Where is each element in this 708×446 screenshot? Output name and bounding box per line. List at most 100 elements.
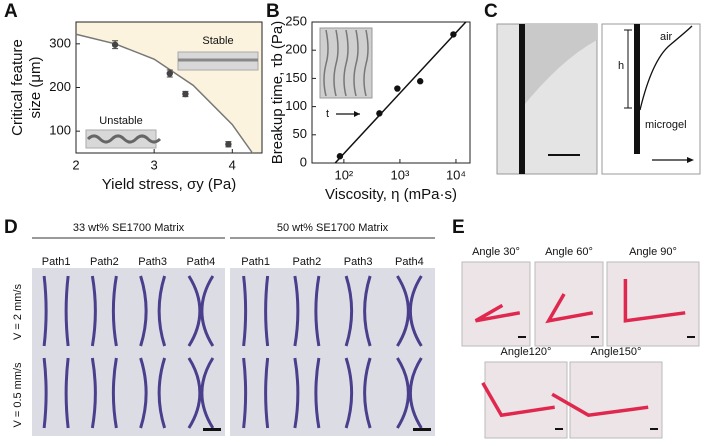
schematic-text: microgel: [645, 119, 687, 131]
printed-filament: [242, 275, 270, 347]
y-tick-label: 200: [49, 79, 71, 94]
path-label: Path4: [395, 256, 424, 268]
path-label: Path2: [90, 256, 119, 268]
panel-label: D: [4, 217, 18, 238]
printed-filament: [293, 275, 321, 347]
printed-filament: [551, 392, 649, 418]
data-point: [336, 153, 344, 160]
data-point: [376, 110, 383, 117]
scale-bar: [591, 336, 599, 338]
y-tick-label: 150: [285, 70, 307, 85]
x-tick-label: 10³: [391, 167, 410, 182]
time-arrowhead: [354, 111, 360, 117]
x-axis-label: Yield stress, σy (Pa): [102, 176, 237, 193]
path-label: Path4: [187, 256, 216, 268]
data-point: [416, 78, 424, 85]
inset-strand: [323, 29, 329, 97]
data-point: [225, 141, 232, 148]
scale-bar: [518, 336, 526, 338]
data-point: [450, 31, 457, 38]
fit-curve: [75, 33, 253, 153]
printed-filament: [545, 293, 594, 324]
panel-label: E: [452, 217, 465, 238]
inset-strand: [353, 29, 359, 97]
photo-d: [32, 268, 225, 436]
path-label: Path3: [138, 256, 167, 268]
y-tick-label: 100: [49, 123, 71, 138]
angle-label: Angle 60°: [545, 246, 593, 258]
data-point: [394, 85, 401, 92]
printed-filament: [396, 357, 423, 429]
inset-strand: [363, 29, 369, 97]
annotation: Unstable: [99, 115, 142, 127]
scale-bar: [687, 336, 695, 338]
y-tick-label: 200: [285, 42, 307, 57]
interface: [639, 25, 693, 111]
printed-filament: [187, 357, 215, 429]
y-axis-label: size (μm): [27, 57, 44, 119]
row-label: V = 0.5 mm/s: [12, 362, 24, 428]
printed-filament: [90, 357, 118, 429]
y-tick-label: 300: [49, 35, 71, 50]
photo-e: [569, 361, 663, 439]
x-tick-label: 3: [151, 157, 158, 172]
printed-filament: [481, 382, 555, 418]
printed-filament: [396, 275, 423, 347]
data-point: [111, 41, 119, 48]
needle: [519, 24, 525, 174]
angle-label: Angle 90°: [629, 246, 677, 258]
panel-label: A: [4, 1, 18, 22]
inset-unstable-beads: [86, 134, 162, 144]
printed-filament: [242, 357, 270, 429]
printed-filament: [474, 303, 521, 323]
group-title: 50 wt% SE1700 Matrix: [277, 222, 389, 234]
fit-curve: [334, 21, 467, 164]
panel-label: B: [266, 1, 280, 22]
y-axis-label: Breakup time, τb (Pa): [269, 21, 286, 164]
path-label: Path2: [293, 256, 322, 268]
y-tick-label: 250: [285, 13, 307, 28]
scale-bar: [203, 428, 221, 431]
plot-frame: [311, 21, 471, 164]
schematic-text: h: [618, 60, 624, 72]
annotation: t: [326, 108, 329, 120]
motion-arrowhead: [687, 157, 694, 163]
x-tick-label: 10⁴: [446, 167, 466, 182]
y-tick-label: 100: [285, 98, 307, 113]
scale-bar: [413, 428, 431, 431]
h-marker: [624, 29, 632, 109]
data-point: [166, 70, 173, 77]
photo-d: [230, 268, 435, 436]
photo-c-front: [520, 24, 597, 110]
path-label: Path3: [344, 256, 373, 268]
y-tick-label: 50: [293, 126, 307, 141]
x-tick-label: 10²: [334, 167, 353, 182]
scale-bar: [555, 428, 563, 430]
angle-label: Angle150°: [591, 346, 642, 358]
row-label: V = 2 mm/s: [12, 284, 24, 340]
photo-e: [606, 261, 700, 347]
inset-strand: [333, 29, 339, 97]
printed-filament: [344, 357, 372, 429]
angle-label: Angle120°: [501, 346, 552, 358]
printed-filament: [139, 275, 167, 347]
x-tick-label: 4: [229, 157, 236, 172]
path-label: Path1: [241, 256, 270, 268]
printed-filament: [623, 278, 686, 323]
photo-e: [534, 261, 604, 347]
needle-schematic: [634, 24, 640, 154]
scale-bar: [650, 428, 658, 430]
inset-image: [319, 27, 373, 99]
group-title: 33 wt% SE1700 Matrix: [73, 222, 185, 234]
panel-label: C: [484, 1, 498, 22]
schematic-text: air: [660, 31, 673, 43]
annotation: Stable: [202, 35, 233, 47]
schematic-c: [601, 23, 701, 175]
angle-label: Angle 30°: [472, 246, 520, 258]
inset-strand: [343, 29, 349, 97]
photo-e: [461, 261, 531, 347]
printed-filament: [344, 275, 372, 347]
printed-filament: [42, 357, 70, 429]
printed-filament: [42, 275, 70, 347]
